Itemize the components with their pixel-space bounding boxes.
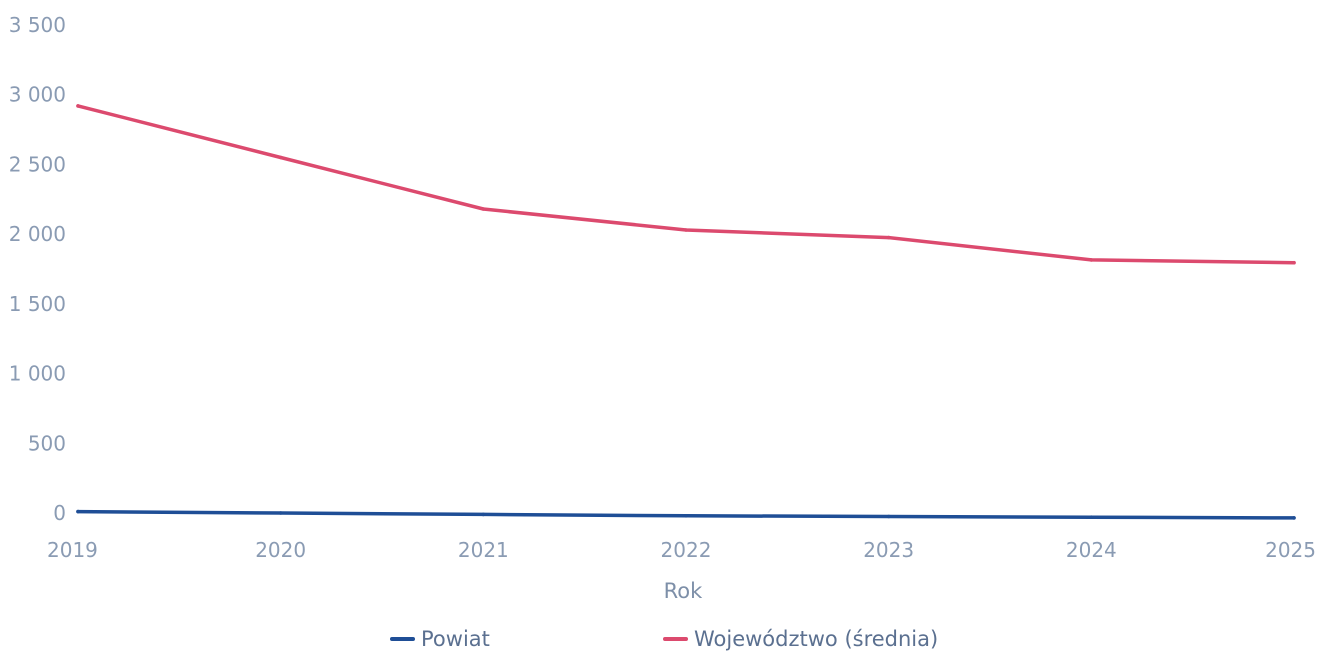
x-axis-ticks: 2019 2020 2021 2022 2023 2024 2025 (47, 538, 1316, 562)
y-tick-label: 2 500 (9, 152, 66, 176)
y-tick-label: 3 000 (9, 83, 66, 107)
y-tick-label: 0 (53, 501, 66, 525)
data-point (1089, 258, 1094, 262)
legend: Powiat Województwo (średnia) (390, 627, 938, 651)
x-tick-label: 2019 (47, 538, 98, 562)
data-point (481, 207, 486, 211)
y-tick-label: 1 000 (9, 362, 66, 386)
data-point (1292, 260, 1296, 265)
series-lines (76, 104, 1296, 520)
data-point (481, 512, 486, 517)
x-tick-label: 2023 (863, 538, 914, 562)
data-point (886, 235, 891, 240)
legend-item: Województwo (średnia) (663, 627, 938, 651)
x-tick-label: 2020 (255, 538, 306, 562)
y-tick-label: 1 500 (9, 292, 66, 316)
data-point (76, 509, 80, 514)
x-tick-label: 2024 (1066, 538, 1117, 562)
legend-label: Powiat (421, 627, 490, 651)
data-point (886, 514, 891, 519)
x-tick-label: 2021 (458, 538, 509, 562)
data-point (1292, 516, 1296, 520)
legend-item: Powiat (390, 627, 490, 651)
data-point (684, 514, 688, 518)
y-tick-label: 500 (28, 431, 66, 455)
y-tick-label: 2 000 (9, 222, 66, 246)
x-tick-label: 2022 (661, 538, 712, 562)
series-line-1 (76, 104, 1296, 265)
data-point (278, 155, 283, 160)
x-tick-label: 2025 (1265, 538, 1316, 562)
data-point (1089, 515, 1094, 519)
y-axis-ticks: 0 500 1 000 1 500 2 000 2 500 3 000 3 500 (9, 13, 66, 525)
data-point (684, 228, 688, 232)
legend-label: Województwo (średnia) (694, 627, 938, 651)
data-point (76, 104, 80, 108)
x-axis-title: Rok (664, 579, 703, 603)
data-point (278, 511, 283, 515)
y-tick-label: 3 500 (9, 13, 66, 37)
